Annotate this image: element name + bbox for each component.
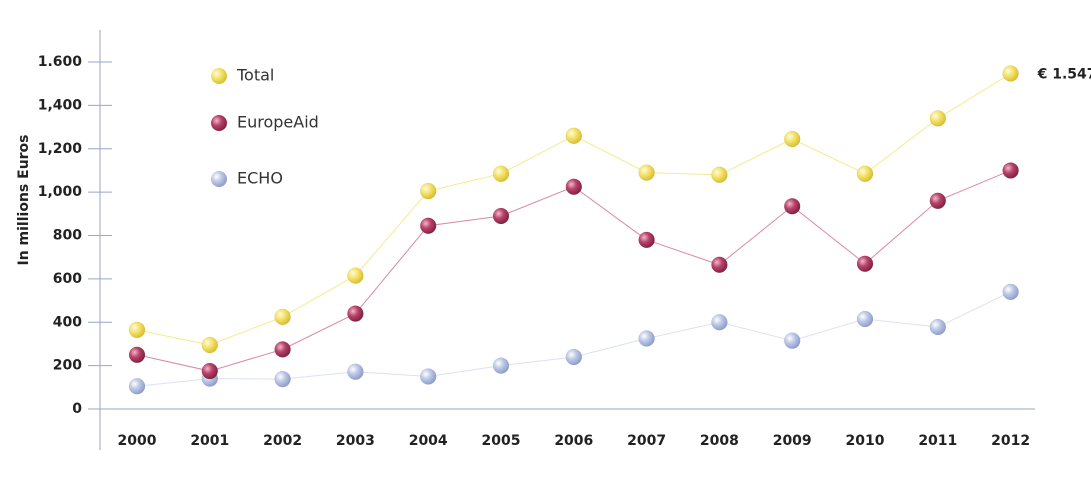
y-tick-label: 200 — [53, 358, 82, 374]
data-point-echo — [711, 314, 728, 331]
data-point-total — [128, 321, 146, 339]
legend-label-europeaid: EuropeAid — [237, 113, 319, 132]
data-point-total — [347, 267, 364, 284]
data-point-total — [711, 166, 728, 184]
data-point-echo — [492, 357, 510, 374]
data-point-total — [419, 182, 437, 200]
series-line-echo — [136, 291, 1011, 387]
y-axis-label: In millions Euros — [16, 134, 32, 265]
x-tick-label: 2004 — [409, 433, 448, 449]
series-points — [128, 65, 1019, 395]
data-point-total — [492, 165, 510, 182]
data-point-total — [783, 130, 801, 148]
total-2012-annotation: € 1.547 — [1037, 66, 1091, 82]
data-point-echo — [128, 377, 146, 395]
y-tick-label: 1,400 — [38, 97, 83, 113]
data-point-europeaid — [274, 341, 291, 358]
data-point-europeaid — [856, 255, 874, 272]
data-point-europeaid — [492, 207, 510, 225]
y-tick-label: 600 — [53, 271, 82, 287]
legend-label-total: Total — [236, 66, 274, 85]
legend-label-echo: ECHO — [237, 169, 283, 188]
data-point-total — [929, 110, 947, 127]
data-point-echo — [274, 370, 291, 388]
y-tick-label: 0 — [72, 401, 82, 417]
data-point-europeaid — [201, 362, 219, 380]
y-tick-label: 1.600 — [38, 54, 83, 70]
x-tick-label: 2002 — [263, 433, 302, 449]
data-point-echo — [1002, 283, 1019, 301]
series-line-europeaid — [136, 169, 1011, 372]
data-point-europeaid — [128, 346, 146, 364]
y-tick-label: 800 — [53, 228, 82, 244]
data-point-echo — [419, 368, 437, 385]
data-point-echo — [783, 332, 801, 349]
data-point-total — [565, 127, 583, 144]
data-point-europeaid — [783, 197, 801, 215]
x-tick-label: 2009 — [773, 433, 812, 449]
legend-marker-europeaid — [211, 115, 227, 131]
x-tick-label: 2008 — [700, 433, 739, 449]
data-point-europeaid — [929, 192, 947, 210]
y-tick-label: 1,000 — [38, 184, 83, 200]
data-point-echo — [929, 318, 947, 336]
legend-marker-echo — [211, 171, 227, 187]
data-point-europeaid — [565, 178, 583, 195]
data-point-total — [856, 165, 874, 182]
x-tick-label: 2007 — [627, 433, 666, 449]
x-tick-label: 2012 — [991, 433, 1030, 449]
data-point-europeaid — [347, 305, 364, 322]
data-point-total — [638, 164, 655, 181]
y-tick-label: 1,200 — [38, 141, 83, 157]
data-point-echo — [347, 363, 364, 380]
legend-marker-total — [211, 68, 227, 84]
data-point-europeaid — [711, 256, 728, 274]
x-tick-label: 2000 — [118, 433, 157, 449]
x-tick-label: 2003 — [336, 433, 375, 449]
y-axis-ticks: 0 200 400 600 800 1,000 1,200 1,400 1.600 — [38, 54, 112, 417]
data-point-total — [201, 336, 219, 354]
data-point-echo — [638, 330, 655, 347]
y-tick-label: 400 — [53, 314, 82, 330]
data-point-echo — [856, 310, 874, 328]
x-tick-label: 2010 — [846, 433, 885, 449]
x-axis-ticks: 2000 2001 2002 2003 2004 2005 2006 2007 2008 2009… — [118, 433, 1031, 449]
x-tick-label: 2006 — [554, 433, 593, 449]
data-point-europeaid — [638, 231, 655, 249]
x-tick-label: 2001 — [190, 433, 229, 449]
data-point-europeaid — [1002, 162, 1019, 179]
data-point-total — [1002, 65, 1019, 82]
data-point-total — [274, 308, 291, 326]
data-point-europeaid — [419, 217, 437, 234]
legend: Total EuropeAid ECHO — [211, 66, 319, 188]
x-tick-label: 2005 — [482, 433, 521, 449]
x-tick-label: 2011 — [918, 433, 957, 449]
data-point-echo — [565, 348, 583, 366]
